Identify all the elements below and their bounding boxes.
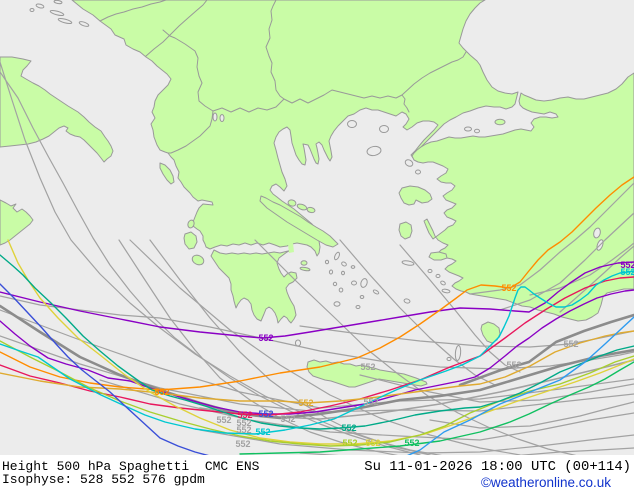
svg-text:552: 552 <box>620 267 634 277</box>
svg-text:©weatheronline.co.uk: ©weatheronline.co.uk <box>481 475 611 490</box>
svg-text:552: 552 <box>342 438 357 448</box>
svg-text:552: 552 <box>258 409 273 419</box>
svg-text:552: 552 <box>298 398 313 408</box>
svg-text:552: 552 <box>620 260 634 270</box>
svg-text:Isophyse: 528 552 576 gpdm: Isophyse: 528 552 576 gpdm <box>2 472 205 487</box>
svg-text:552: 552 <box>255 427 270 437</box>
svg-text:552: 552 <box>363 397 378 407</box>
svg-text:552: 552 <box>365 438 380 448</box>
svg-text:552: 552 <box>501 283 516 293</box>
svg-text:552: 552 <box>235 439 250 449</box>
svg-text:552: 552 <box>506 360 521 370</box>
svg-text:552: 552 <box>341 423 356 433</box>
svg-text:552: 552 <box>237 410 252 420</box>
svg-text:552: 552 <box>154 387 169 397</box>
svg-text:552: 552 <box>236 425 251 435</box>
svg-text:552: 552 <box>404 438 419 448</box>
svg-text:552: 552 <box>563 339 578 349</box>
svg-text:552: 552 <box>258 333 273 343</box>
svg-text:552: 552 <box>236 418 251 428</box>
svg-text:552: 552 <box>216 415 231 425</box>
svg-text:552: 552 <box>360 362 375 372</box>
svg-text:Su 11-01-2026 18:00 UTC (00+11: Su 11-01-2026 18:00 UTC (00+114) <box>364 459 631 475</box>
svg-text:552: 552 <box>280 414 295 424</box>
svg-text:Height 500 hPa Spaghetti CMC: Height 500 hPa Spaghetti CMC ENS <box>2 459 260 474</box>
